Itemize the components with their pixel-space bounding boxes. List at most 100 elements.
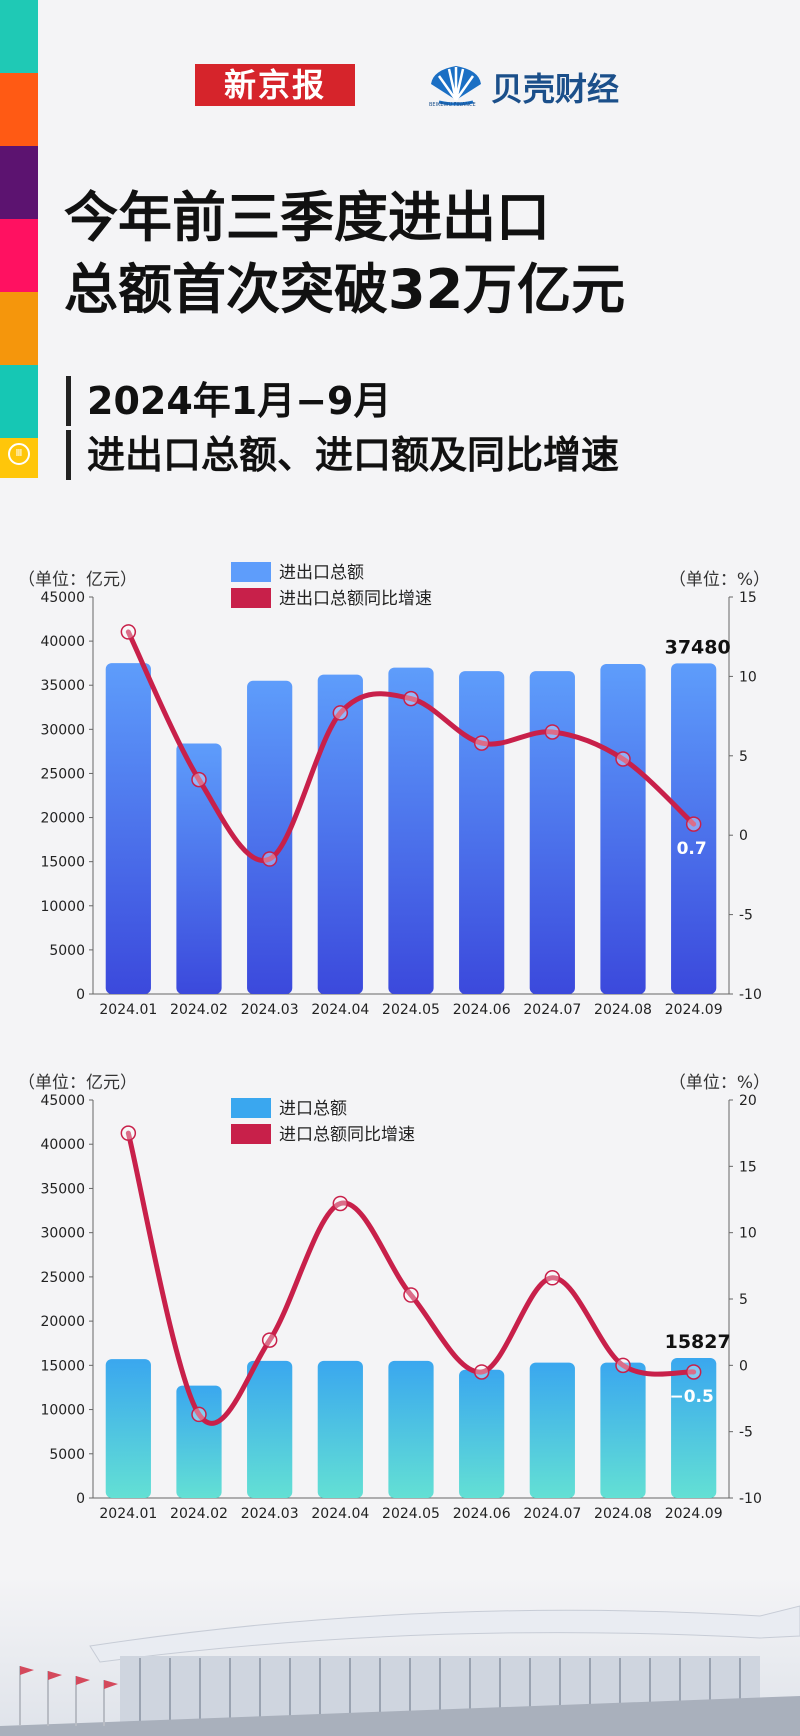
x-tick-label: 2024.01 [99,1002,157,1018]
bar [388,1360,434,1498]
x-tick-label: 2024.02 [170,1002,228,1018]
line-point [685,816,702,832]
menu-circle-icon: Ⅲ [8,443,30,465]
left-tick-label: 10000 [40,899,85,915]
right-axis-unit-label: （单位：%） [669,1073,770,1093]
right-tick-label: -10 [739,1491,762,1507]
x-tick-label: 2024.06 [453,1002,511,1018]
right-tick-label: -5 [739,1425,753,1441]
bar [459,671,505,994]
legend-bar-swatch [231,562,271,582]
last-bar-value-label: 15827 [665,1331,731,1353]
last-bar-value-label: 37480 [665,636,731,658]
bar [176,1385,222,1498]
right-tick-label: 15 [739,1159,757,1175]
last-point-value-label: −0.5 [669,1387,713,1407]
left-tick-label: 35000 [40,678,85,694]
bar [388,667,434,994]
x-tick-label: 2024.06 [453,1506,511,1522]
x-tick-label: 2024.04 [311,1506,369,1522]
bar [529,671,575,994]
bar [105,1359,151,1498]
left-tick-label: 0 [76,987,85,1003]
right-tick-label: 0 [739,828,748,844]
color-stripe [0,365,38,438]
color-stripe [0,219,38,292]
left-tick-label: 5000 [49,1447,85,1463]
logo-bar: 新京报 贝壳财经 BEIKEWU FINANCE [0,64,800,108]
left-tick-label: 5000 [49,943,85,959]
x-tick-label: 2024.04 [311,1002,369,1018]
x-tick-label: 2024.07 [523,1002,581,1018]
left-tick-label: 20000 [40,811,85,827]
headline-line2: 总额首次突破32万亿元 [64,258,626,321]
left-tick-label: 25000 [40,766,85,782]
right-tick-label: 10 [739,669,757,685]
x-tick-label: 2024.01 [99,1506,157,1522]
growth-line [125,1130,697,1426]
xinjingbao-logo: 新京报 [195,64,355,106]
line-point [332,705,349,721]
headline: 今年前三季度进出口 总额首次突破32万亿元 [64,182,625,326]
subtitle: 2024年1月−9月 进出口总额、进口额及同比增速 [66,376,619,484]
bar [529,1362,575,1498]
left-tick-label: 40000 [40,634,85,650]
color-stripe-bar [0,0,38,478]
right-tick-label: 0 [739,1358,748,1374]
left-tick-label: 30000 [40,1226,85,1242]
legend-bar-swatch [231,1098,271,1118]
left-tick-label: 40000 [40,1137,85,1153]
left-tick-label: 10000 [40,1403,85,1419]
left-tick-label: 45000 [40,590,85,606]
x-tick-label: 2024.03 [241,1506,299,1522]
line-point [615,751,631,767]
color-stripe [0,0,38,73]
left-tick-label: 15000 [40,855,85,871]
left-tick-label: 25000 [40,1270,85,1286]
x-tick-label: 2024.09 [665,1002,723,1018]
bar [317,1360,363,1498]
line-point [403,1287,419,1303]
legend-line-swatch [231,1124,271,1144]
line-point [544,1270,561,1286]
line-point [403,690,419,707]
left-axis-unit-label: （单位：亿元） [18,570,137,590]
x-tick-label: 2024.08 [594,1506,652,1522]
subtitle-line2: 进出口总额、进口额及同比增速 [66,430,619,480]
legend-line-swatch [231,588,271,608]
line-point [191,771,207,788]
line-point [332,1195,349,1212]
right-axis-unit-label: （单位：%） [669,570,770,590]
right-tick-label: 5 [739,749,748,765]
line-point [120,1125,137,1141]
import-total-chart: （单位：亿元） （单位：%） 0 5000 10000 15000 20000 25000 30… [18,1073,770,1522]
right-tick-label: 20 [739,1093,757,1109]
left-tick-label: 20000 [40,1314,85,1330]
x-tick-label: 2024.08 [594,1002,652,1018]
bar [317,674,363,994]
line-point [473,735,490,751]
x-tick-label: 2024.09 [665,1506,723,1522]
bar [247,680,293,994]
subtitle-line1: 2024年1月−9月 [66,376,619,426]
line-point [544,724,561,740]
x-tick-label: 2024.03 [241,1002,299,1018]
line-point [473,1364,490,1380]
line-point [615,1357,631,1374]
color-stripe [0,292,38,365]
bar [459,1369,505,1498]
beike-logo-text: 贝壳财经 [491,70,620,108]
headline-line1: 今年前三季度进出口 [64,186,550,249]
color-stripe [0,73,38,146]
legend-line-label: 进口总额同比增速 [279,1125,415,1145]
right-tick-label: 5 [739,1292,748,1308]
x-tick-label: 2024.07 [523,1506,581,1522]
line-point [261,1332,278,1348]
left-tick-label: 0 [76,1491,85,1507]
line-point [685,1364,702,1380]
bar [600,664,646,994]
left-axis-unit-label: （单位：亿元） [18,1073,137,1093]
right-tick-label: 10 [739,1226,757,1242]
line-point [120,624,137,640]
x-tick-label: 2024.05 [382,1002,440,1018]
